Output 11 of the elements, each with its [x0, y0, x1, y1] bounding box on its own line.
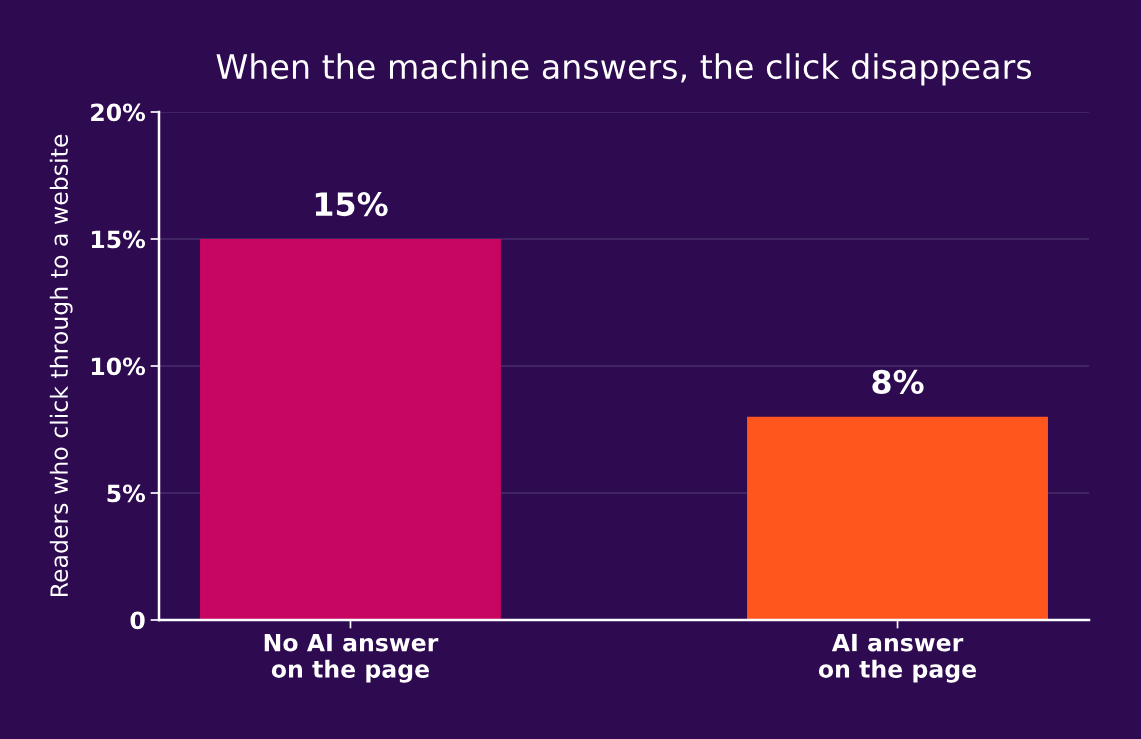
chart-title: When the machine answers, the click disappears — [216, 53, 1032, 86]
y-tick-label: 5% — [107, 484, 146, 503]
y-axis-title: Readers who click through to a website — [49, 134, 73, 597]
data-label: 15% — [315, 191, 388, 217]
y-tick-label: 10% — [91, 357, 146, 376]
y-tick-label: 0 — [130, 611, 145, 630]
x-tick-label: AI answer on the page — [818, 633, 977, 683]
y-tick-label: 20% — [91, 103, 146, 122]
x-tick-label: No AI answer on the page — [264, 633, 439, 683]
y-tick-label: 15% — [91, 230, 146, 249]
data-label: 8% — [872, 369, 924, 394]
